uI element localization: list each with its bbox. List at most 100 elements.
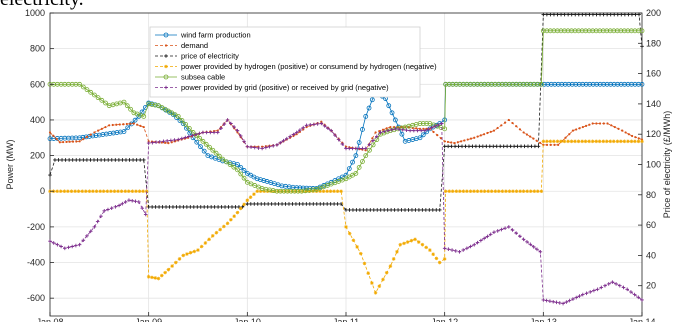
demand-series-marker — [439, 137, 443, 140]
grid-series-marker — [242, 139, 246, 144]
hydrogen-series-marker — [126, 189, 131, 194]
price-series-marker — [205, 205, 210, 209]
wind-series-marker — [622, 81, 627, 87]
wind-series-marker — [238, 165, 244, 170]
price-series-marker — [548, 12, 553, 17]
hydrogen-series-marker — [248, 195, 253, 199]
subsea-cable-series-marker — [146, 101, 152, 107]
price-series-marker — [541, 12, 546, 17]
demand-series-marker — [564, 136, 567, 139]
hydrogen-series-marker — [601, 139, 606, 144]
grid-series-marker — [85, 233, 89, 238]
grid-series-marker — [603, 283, 607, 288]
subsea-cable-series-marker — [121, 99, 127, 105]
grid-series-marker — [120, 201, 125, 206]
y-right-tick-label: 80 — [646, 190, 656, 200]
hydrogen-series-marker — [153, 276, 158, 280]
subsea-cable-series-marker — [179, 117, 185, 123]
price-series-marker — [608, 12, 613, 17]
price-series-marker — [392, 208, 397, 212]
wind-series-marker — [366, 105, 372, 111]
subsea-cable-series-marker — [238, 171, 244, 177]
grid-series-marker — [468, 244, 473, 249]
hydrogen-series-marker — [94, 189, 99, 194]
hydrogen-series-marker — [468, 189, 473, 194]
price-series-marker — [318, 202, 323, 206]
grid-series-marker — [109, 206, 114, 210]
y-right-tick-label: 100 — [646, 160, 661, 170]
y-left-tick-label: 400 — [30, 115, 45, 125]
demand-series-marker — [634, 136, 637, 139]
demand-series-marker — [85, 135, 89, 138]
wind-series-marker — [555, 81, 561, 87]
hydrogen-series-marker — [144, 189, 149, 194]
demand-series-marker — [136, 123, 139, 126]
grid-series-marker — [465, 246, 469, 251]
grid-series-marker — [66, 245, 71, 250]
legend-label: wind farm production — [180, 31, 251, 40]
price-series-marker — [477, 144, 482, 149]
wind-series-marker — [201, 148, 207, 154]
hydrogen-series-marker — [420, 242, 425, 247]
price-series-marker — [171, 205, 175, 209]
grid-series-marker — [492, 230, 496, 235]
wind-series-marker — [625, 81, 631, 87]
grid-series-marker — [389, 127, 394, 132]
demand-series-marker — [518, 128, 522, 131]
hydrogen-series-marker — [489, 189, 494, 194]
price-series-marker — [442, 144, 447, 149]
price-series-marker — [67, 158, 71, 162]
demand-series-marker — [538, 141, 542, 144]
grid-series-marker — [336, 137, 341, 142]
price-series-marker — [470, 144, 475, 149]
demand-series-marker — [125, 122, 128, 126]
grid-series-marker — [88, 229, 93, 234]
hydrogen-series-marker — [514, 189, 519, 194]
grid-series-marker — [146, 141, 151, 145]
demand-series-marker — [142, 125, 145, 129]
wind-series-marker — [590, 81, 596, 87]
legend-entry: demand — [155, 41, 208, 50]
price-series-marker — [615, 12, 620, 17]
grid-series-marker — [397, 127, 401, 132]
price-series-marker — [601, 12, 606, 17]
price-series-marker — [403, 208, 407, 212]
price-series-marker — [344, 208, 348, 212]
demand-series-marker — [598, 122, 602, 125]
subsea-cable-series-marker — [288, 188, 294, 194]
grid-series-marker — [308, 123, 313, 127]
subsea-cable-series-marker — [503, 81, 509, 87]
price-series-marker — [138, 158, 142, 162]
hydrogen-series-marker — [62, 189, 67, 194]
grid-series-marker — [404, 128, 409, 132]
price-series-marker — [216, 205, 220, 209]
price-series-marker — [48, 173, 52, 177]
demand-series-marker — [496, 126, 499, 130]
price-series-marker — [74, 158, 79, 162]
wind-series-marker — [587, 81, 593, 87]
price-series-marker — [427, 208, 432, 212]
price-series-marker — [368, 208, 373, 212]
grid-series-marker — [238, 134, 243, 138]
price-series-marker — [219, 205, 224, 209]
subsea-cable-series-marker — [285, 188, 290, 194]
legend-swatch-marker — [164, 44, 168, 47]
hydrogen-series-marker — [134, 189, 138, 194]
grid-series-marker — [271, 143, 276, 148]
grid-series-marker — [514, 231, 518, 235]
demand-series-marker — [469, 137, 473, 140]
hydrogen-series-marker — [576, 139, 581, 144]
grid-series-marker — [260, 146, 264, 151]
grid-series-marker — [347, 146, 352, 151]
hydrogen-series-marker — [402, 241, 406, 246]
subsea-cable-series-marker — [281, 188, 287, 194]
header-text: electricity. — [0, 0, 300, 10]
demand-series-marker — [52, 134, 55, 137]
demand-series-marker — [613, 125, 616, 129]
grid-series-marker — [472, 242, 477, 247]
price-series-marker — [102, 158, 107, 162]
grid-series-marker — [423, 128, 427, 133]
demand-series-marker — [432, 130, 435, 134]
grid-series-marker — [475, 240, 480, 245]
